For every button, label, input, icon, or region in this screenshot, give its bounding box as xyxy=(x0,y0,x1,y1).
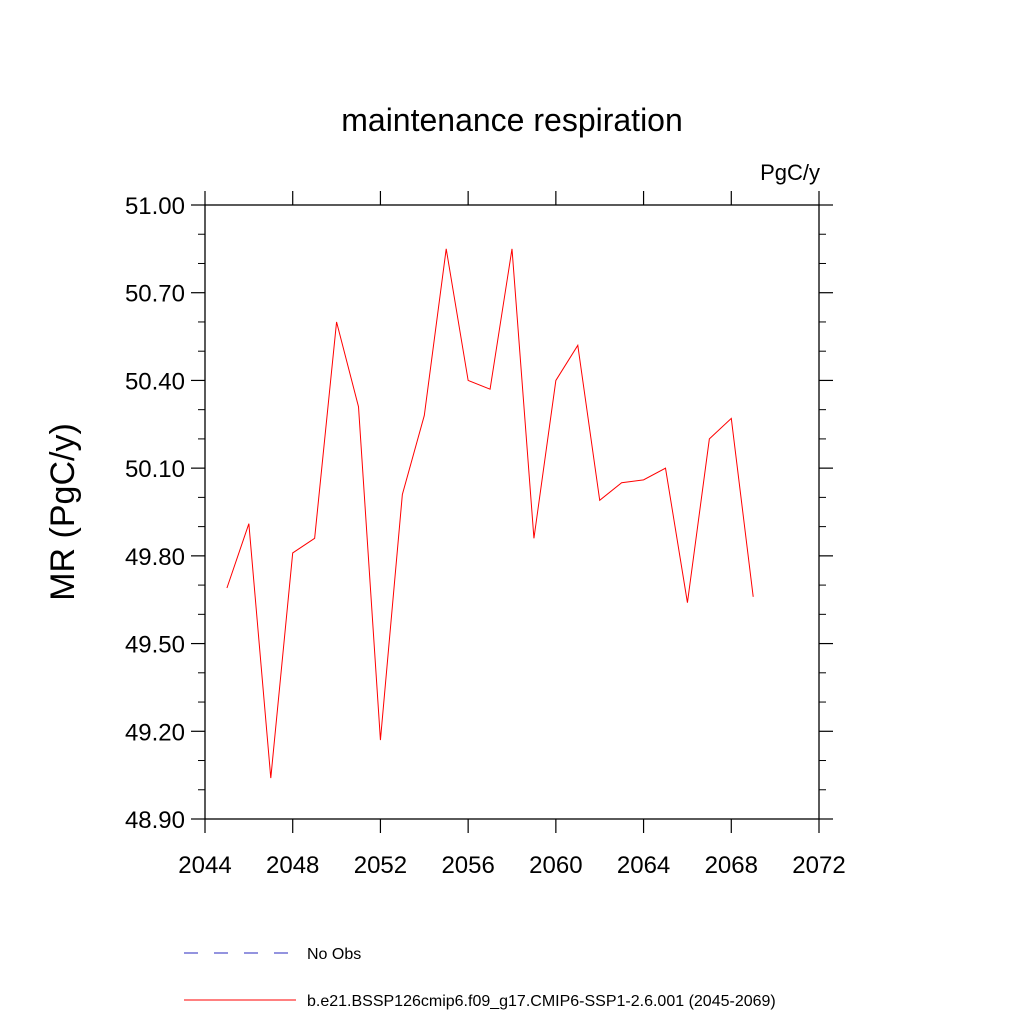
y-tick-label: 51.00 xyxy=(125,193,185,220)
x-tick-label: 2056 xyxy=(441,852,494,879)
x-tick-label: 2044 xyxy=(178,852,231,879)
y-tick-label: 49.20 xyxy=(125,719,185,746)
tick-labels: 51.00 50.70 50.40 50.10 49.80 49.50 49.20 48.90… xyxy=(125,193,846,879)
series-layer xyxy=(226,248,754,779)
y-tick-label: 49.50 xyxy=(125,632,185,659)
units-label: PgC/y xyxy=(760,160,820,185)
x-tick-label: 2064 xyxy=(617,852,670,879)
series-line xyxy=(226,248,754,779)
y-tick-label: 48.90 xyxy=(125,807,185,834)
legend-label-no-obs: No Obs xyxy=(307,946,361,963)
legend-label-series: b.e21.BSSP126cmip6.f09_g17.CMIP6-SSP1-2.… xyxy=(307,993,776,1010)
chart-title: maintenance respiration xyxy=(341,102,683,138)
y-axis-label: MR (PgC/y) xyxy=(44,423,82,601)
y-tick-label: 50.10 xyxy=(125,456,185,483)
axis-ticks xyxy=(191,191,833,833)
x-tick-label: 2052 xyxy=(354,852,407,879)
x-tick-label: 2068 xyxy=(705,852,758,879)
y-tick-label: 49.80 xyxy=(125,544,185,571)
x-tick-label: 2060 xyxy=(529,852,582,879)
x-tick-label: 2072 xyxy=(792,852,845,879)
y-tick-label: 50.40 xyxy=(125,368,185,395)
x-tick-label: 2048 xyxy=(266,852,319,879)
plot-frame xyxy=(204,204,820,820)
y-tick-label: 50.70 xyxy=(125,281,185,308)
legend: No Obs b.e21.BSSP126cmip6.f09_g17.CMIP6-… xyxy=(184,946,776,1010)
